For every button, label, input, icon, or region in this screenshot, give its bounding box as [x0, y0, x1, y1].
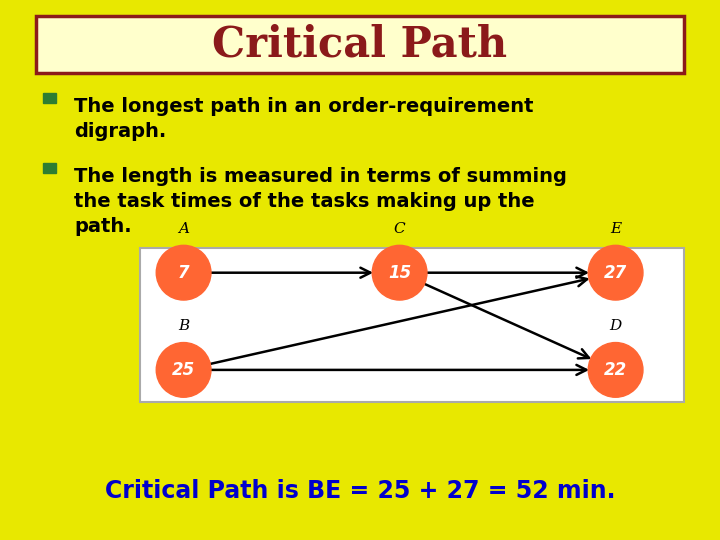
- Text: Critical Path: Critical Path: [212, 24, 508, 66]
- Text: Critical Path is BE = 25 + 27 = 52 min.: Critical Path is BE = 25 + 27 = 52 min.: [104, 480, 616, 503]
- Text: The length is measured in terms of summing
the task times of the tasks making up: The length is measured in terms of summi…: [74, 167, 567, 236]
- Ellipse shape: [588, 342, 643, 397]
- Text: B: B: [178, 319, 189, 333]
- Text: 22: 22: [604, 361, 627, 379]
- Text: D: D: [609, 319, 622, 333]
- Bar: [43, 163, 56, 173]
- Ellipse shape: [156, 245, 211, 300]
- Text: The longest path in an order-requirement
digraph.: The longest path in an order-requirement…: [74, 97, 534, 140]
- Text: 15: 15: [388, 264, 411, 282]
- Ellipse shape: [588, 245, 643, 300]
- Text: C: C: [394, 221, 405, 235]
- Ellipse shape: [156, 342, 211, 397]
- Ellipse shape: [372, 245, 427, 300]
- Text: 27: 27: [604, 264, 627, 282]
- Text: 7: 7: [178, 264, 189, 282]
- FancyBboxPatch shape: [140, 248, 684, 402]
- FancyBboxPatch shape: [36, 16, 684, 73]
- Text: A: A: [178, 221, 189, 235]
- Text: E: E: [610, 221, 621, 235]
- Text: 25: 25: [172, 361, 195, 379]
- Bar: [43, 93, 56, 103]
